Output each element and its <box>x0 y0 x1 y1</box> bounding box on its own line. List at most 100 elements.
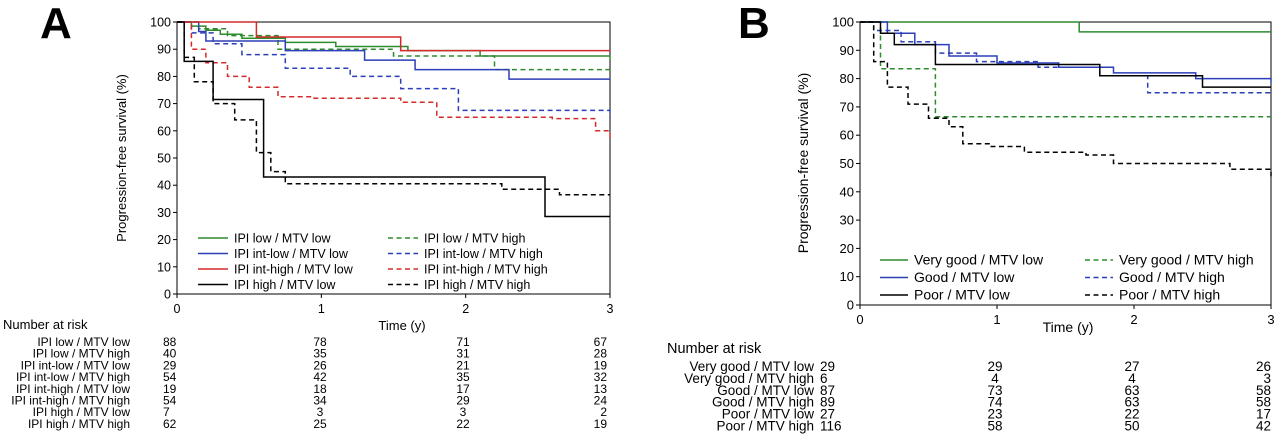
x-tick-label: 3 <box>607 302 614 316</box>
risk-count: 19 <box>594 358 608 372</box>
panel-a-axes: 0 10 20 30 40 50 60 70 80 90 100 0 1 2 3 Time (y) Progre… <box>114 16 614 334</box>
y-tick-label: 100 <box>832 15 854 30</box>
legend-entry: IPI low / MTV low <box>234 232 332 246</box>
risk-count: 54 <box>163 370 177 384</box>
y-tick-label: 90 <box>840 43 854 58</box>
risk-count: 29 <box>820 359 835 374</box>
panel-b-axes: 0 10 20 30 40 50 60 70 80 90 100 0 1 2 3 Time (y) Progre… <box>795 15 1275 336</box>
risk-count: 18 <box>313 382 327 396</box>
risk-table-title: Number at risk <box>667 341 762 357</box>
risk-row-label: IPI high / MTV high <box>28 417 130 431</box>
risk-row-label: IPI int-low / MTV high <box>16 370 130 384</box>
y-tick-label: 70 <box>157 97 171 111</box>
panel-b-label: B <box>738 0 770 48</box>
y-tick-label: 30 <box>840 213 854 228</box>
legend-entry: IPI int-high / MTV high <box>424 263 548 277</box>
y-tick-label: 50 <box>840 156 854 171</box>
risk-count: 29 <box>987 359 1002 374</box>
legend-entry: Poor / MTV high <box>1119 287 1220 303</box>
risk-count: 116 <box>820 419 842 434</box>
risk-count: 2 <box>600 405 607 419</box>
risk-count: 35 <box>456 370 470 384</box>
y-tick-label: 70 <box>840 99 854 114</box>
series-line-3 <box>860 21 1272 83</box>
panel-b-risk-table: Number at risk Very good / MTV low 29 29 27 2… <box>667 341 1271 434</box>
x-tick-label: 2 <box>1130 312 1137 327</box>
x-tick-label: 1 <box>318 302 325 316</box>
legend-entry: IPI low / MTV high <box>424 232 525 246</box>
risk-count: 3 <box>460 405 467 419</box>
risk-count: 58 <box>1256 383 1271 398</box>
x-axis-label: Time (y) <box>1043 319 1094 335</box>
risk-count: 42 <box>1256 419 1271 434</box>
y-axis-label: Progression-free survival (%) <box>795 73 811 254</box>
risk-count: 67 <box>594 335 608 349</box>
panel-a: A 0 10 20 30 40 50 60 70 80 90 100 0 1 2 3 Time (y) Prog… <box>3 0 614 431</box>
risk-count: 3 <box>317 405 324 419</box>
risk-row-label: IPI high / MTV low <box>33 405 131 419</box>
y-tick-label: 50 <box>157 152 171 166</box>
risk-count: 40 <box>163 347 177 361</box>
risk-count: 17 <box>1256 407 1271 422</box>
risk-row-label: Good / MTV low <box>717 383 814 398</box>
y-tick-label: 80 <box>840 71 854 86</box>
y-tick-label: 60 <box>157 124 171 138</box>
risk-row-label: Very good / MTV low <box>689 359 814 374</box>
risk-count: 28 <box>594 347 608 361</box>
y-tick-label: 0 <box>847 298 854 313</box>
y-tick-label: 0 <box>164 288 171 302</box>
risk-row-label: IPI low / MTV high <box>33 347 130 361</box>
risk-count: 27 <box>1124 359 1139 374</box>
series-line-3 <box>177 21 610 80</box>
legend-entry: Very good / MTV low <box>914 252 1044 268</box>
series-line-5 <box>177 21 610 52</box>
legend-entry: Good / MTV high <box>1119 269 1225 285</box>
risk-count: 63 <box>1124 383 1139 398</box>
legend-entry: Very good / MTV high <box>1119 252 1254 268</box>
risk-row-label: Poor / MTV high <box>716 419 814 434</box>
risk-count: 24 <box>594 394 608 408</box>
y-tick-label: 90 <box>157 43 171 57</box>
risk-count: 87 <box>820 383 835 398</box>
risk-count: 62 <box>163 417 177 431</box>
risk-table-title: Number at risk <box>3 317 88 332</box>
risk-count: 54 <box>163 394 177 408</box>
x-tick-label: 3 <box>1267 312 1274 327</box>
y-tick-label: 10 <box>840 269 854 284</box>
risk-count: 13 <box>594 382 608 396</box>
risk-count: 25 <box>313 417 327 431</box>
y-tick-label: 100 <box>150 16 171 30</box>
y-tick-label: 20 <box>840 241 854 256</box>
legend-entry: Poor / MTV low <box>914 287 1011 303</box>
risk-count: 22 <box>1124 407 1139 422</box>
legend-entry: IPI high / MTV high <box>424 278 530 292</box>
series-line-8 <box>177 21 610 196</box>
risk-count: 6 <box>820 371 828 386</box>
risk-count: 32 <box>594 370 608 384</box>
series-line-1 <box>860 21 1271 33</box>
x-tick-label: 2 <box>462 302 469 316</box>
panel-a-risk-table: Number at risk IPI low / MTV low 88 78 71 67 I… <box>3 317 607 431</box>
legend-entry: IPI int-low / MTV low <box>234 247 349 261</box>
risk-count: 26 <box>313 358 327 372</box>
x-tick-label: 1 <box>993 312 1000 327</box>
risk-count: 22 <box>456 417 470 431</box>
x-tick-label: 0 <box>174 302 181 316</box>
risk-count: 58 <box>1256 395 1271 410</box>
series-line-4 <box>177 21 611 118</box>
legend-entry: Good / MTV low <box>914 269 1015 285</box>
y-tick-label: 20 <box>157 233 171 247</box>
y-tick-label: 40 <box>157 179 171 193</box>
legend-entry: IPI int-low / MTV high <box>424 247 543 261</box>
risk-count: 19 <box>594 417 608 431</box>
risk-count: 17 <box>456 382 470 396</box>
series-line-6 <box>860 21 1272 177</box>
risk-row-label: IPI int-high / MTV high <box>11 394 130 408</box>
y-axis-label: Progression-free survival (%) <box>114 74 129 242</box>
risk-count: 4 <box>991 371 999 386</box>
risk-count: 26 <box>1256 359 1271 374</box>
risk-count: 31 <box>456 347 470 361</box>
x-tick-label: 0 <box>856 312 863 327</box>
